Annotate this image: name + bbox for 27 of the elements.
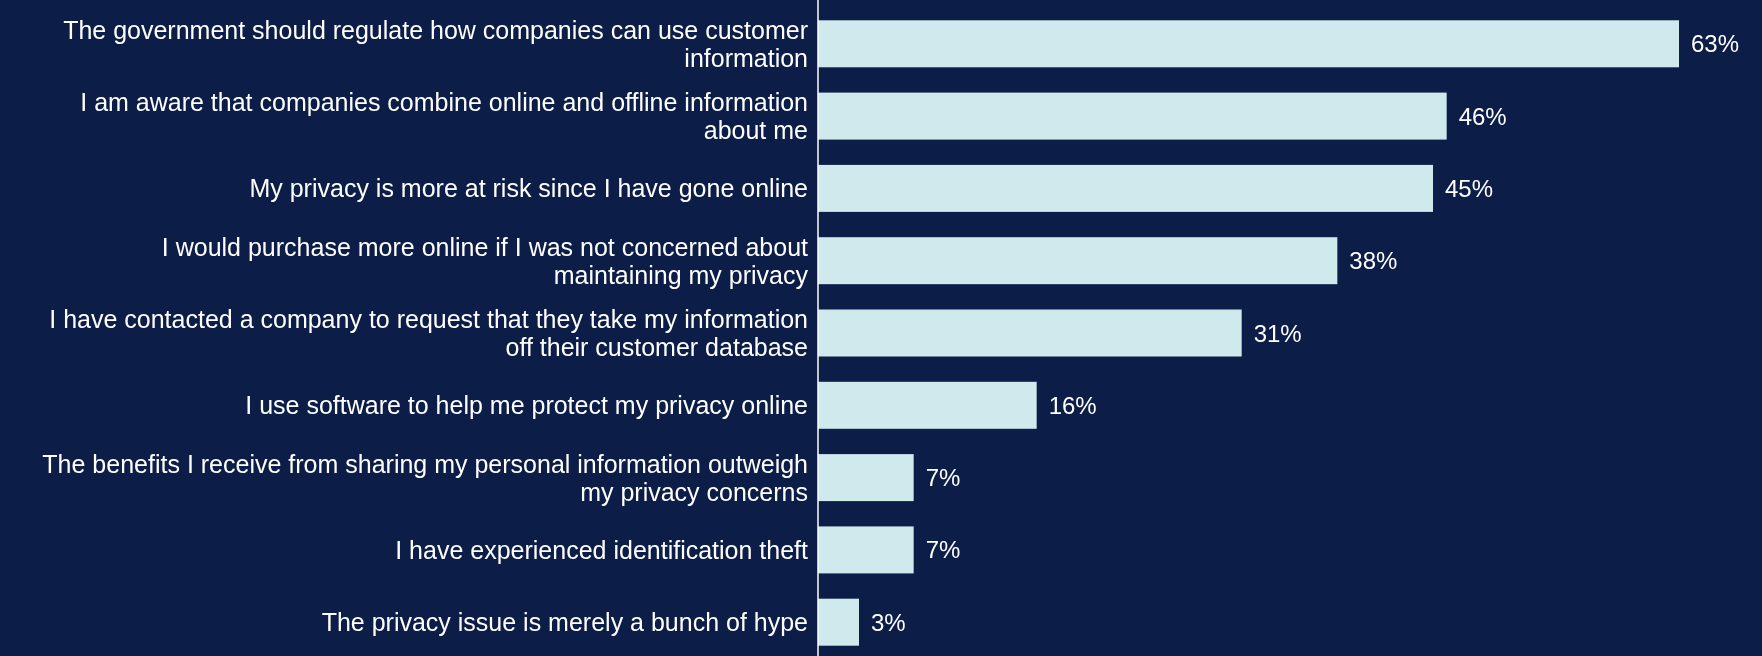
bar [818,309,1242,357]
bar [818,526,914,574]
data-label: 31% [1253,319,1302,347]
bar [818,92,1447,140]
y-tick-label: I use software to help me protect my privacy online [245,391,808,420]
bar [818,381,1037,429]
y-tick-label: I am aware that companies combine online and offline information about me [80,88,808,145]
y-tick-label: The government should regulate how companies can use customer information [63,15,808,72]
data-label: 63% [1691,30,1740,58]
bar [818,454,914,502]
data-label: 45% [1445,174,1494,202]
bar [818,237,1338,285]
y-tick-label: The benefits I receive from sharing my personal information outweigh my privacy concerns [42,449,808,506]
bar [818,164,1433,212]
data-label: 38% [1349,247,1398,275]
data-label: 7% [925,464,961,492]
data-label: 7% [925,536,961,564]
data-label: 3% [871,608,906,636]
data-label: 46% [1458,102,1507,130]
y-tick-label: My privacy is more at risk since I have gone online [249,174,808,203]
y-tick-label: I have experienced identification theft [395,535,809,564]
bar [818,598,859,646]
y-tick-label: I would purchase more online if I was not concerned about maintaining my privacy [161,232,809,289]
y-tick-label: I have contacted a company to request that they take my information off their customer database [49,305,808,361]
data-label: 16% [1048,391,1097,419]
y-tick-label: The privacy issue is merely a bunch of hype [321,608,808,637]
bar [818,20,1679,68]
